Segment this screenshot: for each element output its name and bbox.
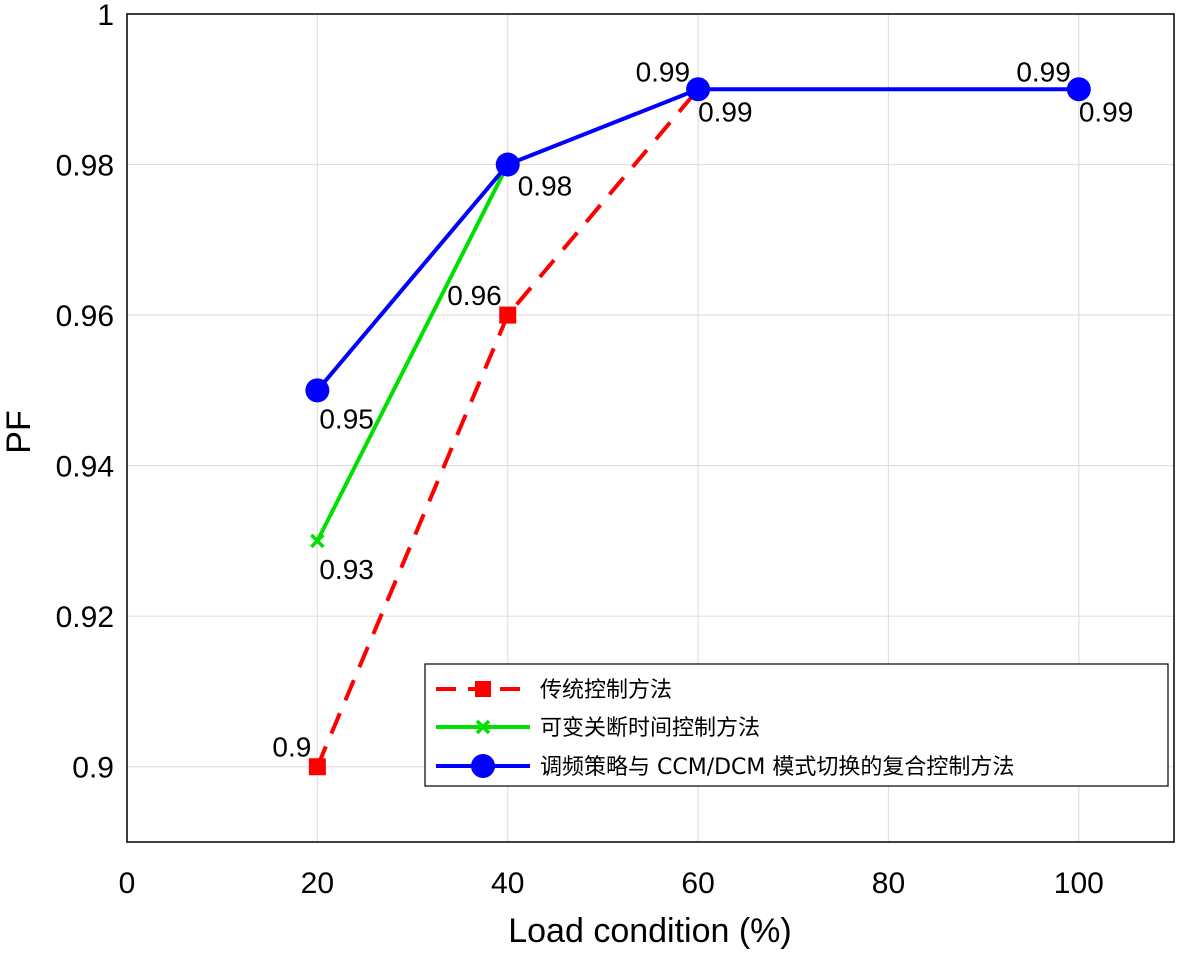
legend-label: 传统控制方法	[540, 678, 672, 703]
series-2	[305, 77, 1091, 403]
legend-item: 传统控制方法	[436, 678, 672, 703]
data-label: 0.96	[447, 280, 502, 311]
x-axis-title: Load condition (%)	[508, 912, 792, 950]
data-point	[310, 533, 325, 549]
data-point	[499, 306, 517, 324]
y-tick-label: 0.94	[56, 451, 114, 484]
data-label: 0.99	[1079, 96, 1134, 127]
annotation-label: 0.99	[636, 56, 691, 87]
x-tick-label: 100	[1054, 867, 1104, 900]
data-label: 0.98	[518, 171, 573, 202]
data-point	[308, 758, 326, 776]
y-tick-label: 0.9	[72, 752, 114, 785]
data-point	[305, 378, 330, 403]
legend-item: 可变关断时间控制方法	[436, 716, 760, 741]
y-axis-title: PF	[0, 410, 38, 453]
data-label: 0.95	[319, 403, 374, 434]
legend-label: 可变关断时间控制方法	[540, 716, 760, 741]
legend-marker	[475, 681, 491, 697]
legend-item: 调频策略与 CCM/DCM 模式切换的复合控制方法	[436, 754, 1014, 780]
data-labels: 0.90.960.930.950.980.99 0.990.99 0.99	[272, 56, 1133, 762]
data-point	[1066, 77, 1091, 102]
series-line	[315, 163, 510, 542]
series-line	[315, 87, 1079, 392]
tick-labels: 0 20 40 60 80 100 0.9 0.92 0.94 0.96 0.98 1	[56, 0, 1104, 900]
series-1	[310, 157, 515, 549]
series-line	[315, 87, 700, 768]
y-tick-label: 0.92	[56, 601, 114, 634]
x-tick-label: 80	[872, 867, 905, 900]
data-label: 0.93	[319, 554, 374, 585]
y-tick-label: 0.98	[56, 150, 114, 183]
data-point	[686, 77, 711, 102]
annotation-label: 0.99	[1016, 56, 1071, 87]
legend-label: 调频策略与 CCM/DCM 模式切换的复合控制方法	[540, 755, 1014, 780]
plot-frame	[126, 13, 1175, 843]
legend-marker	[475, 719, 491, 735]
data-point	[495, 152, 520, 177]
x-tick-label: 20	[301, 867, 334, 900]
legend-marker	[471, 754, 495, 778]
x-tick-label: 40	[491, 867, 524, 900]
y-tick-label: 1	[97, 0, 114, 32]
x-tick-label: 60	[681, 867, 714, 900]
data-label: 0.9	[272, 732, 311, 763]
y-tick-label: 0.96	[56, 300, 114, 333]
series-layer	[305, 77, 1091, 776]
legend-box	[424, 663, 1169, 787]
x-tick-label: 0	[119, 867, 136, 900]
data-label: 0.99	[698, 96, 753, 127]
